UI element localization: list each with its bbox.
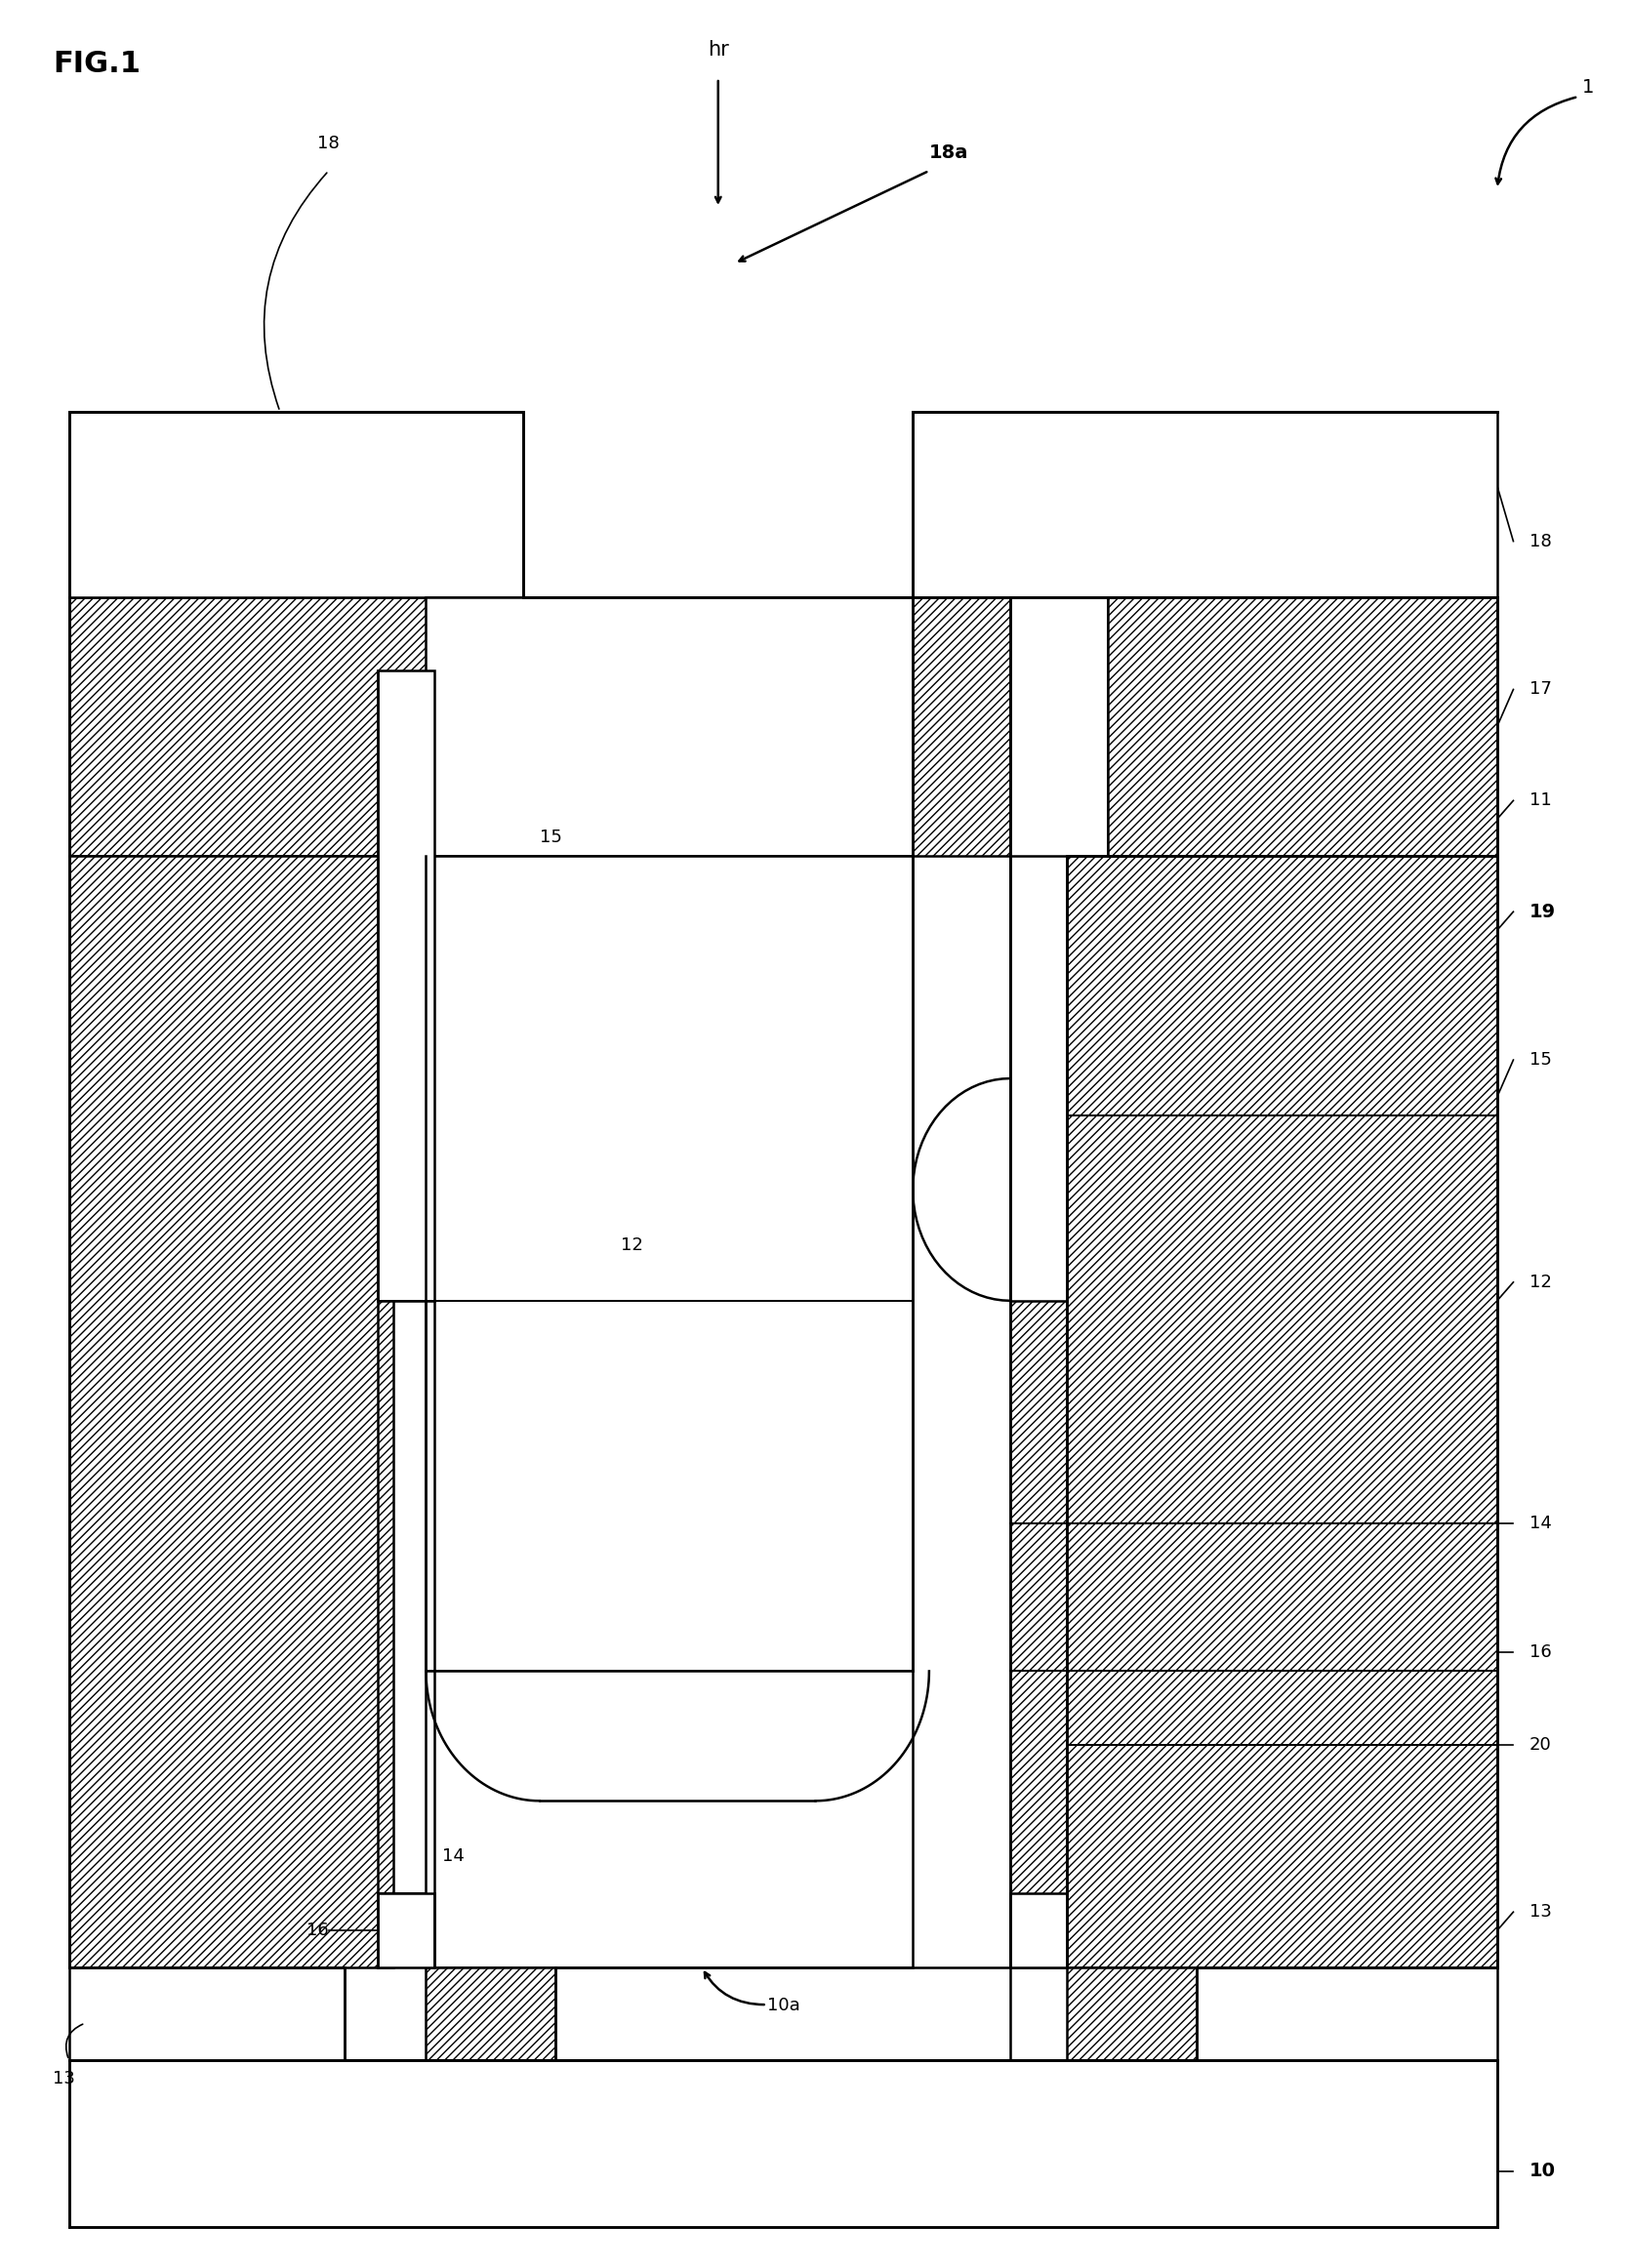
Text: FIG.1: FIG.1 <box>52 50 140 77</box>
Text: hr: hr <box>708 41 729 59</box>
Bar <box>426 855 913 1672</box>
Bar <box>1010 671 1067 1302</box>
Bar <box>1067 1969 1197 2059</box>
Bar <box>1010 596 1124 855</box>
Text: 12: 12 <box>621 1236 643 1254</box>
Bar <box>426 596 913 855</box>
Text: 18a: 18a <box>930 143 969 161</box>
Text: 17: 17 <box>1530 680 1551 699</box>
Bar <box>1091 1969 1497 2059</box>
Text: 14: 14 <box>1530 1515 1551 1531</box>
Bar <box>1107 596 1497 855</box>
Text: 10: 10 <box>1530 2161 1556 2180</box>
Bar <box>69 411 524 596</box>
Bar <box>69 2059 1497 2227</box>
Text: 14: 14 <box>442 1848 465 1864</box>
Bar <box>913 411 1497 596</box>
Bar <box>1010 855 1497 1969</box>
Text: 12: 12 <box>1530 1272 1551 1290</box>
Bar <box>69 596 1497 855</box>
Text: 18: 18 <box>1530 533 1551 551</box>
Text: 15: 15 <box>540 828 563 846</box>
Bar <box>377 671 434 1302</box>
Bar <box>69 855 393 1969</box>
Text: 1: 1 <box>1582 77 1595 98</box>
Text: 13: 13 <box>52 2071 75 2087</box>
Bar <box>377 1894 434 1969</box>
Bar <box>1067 855 1497 1969</box>
Text: 11: 11 <box>1530 792 1551 810</box>
Text: 13: 13 <box>1530 1903 1551 1921</box>
Text: 18: 18 <box>318 134 339 152</box>
Text: 16: 16 <box>307 1921 328 1939</box>
Bar <box>426 1672 913 1969</box>
Text: 20: 20 <box>1530 1737 1551 1753</box>
Bar <box>1010 1894 1067 1969</box>
Text: 15: 15 <box>1530 1050 1551 1068</box>
Bar <box>426 1969 556 2059</box>
Text: 19: 19 <box>1530 903 1556 921</box>
Text: 16: 16 <box>1530 1644 1551 1662</box>
Text: 10a: 10a <box>767 1996 799 2014</box>
Bar <box>69 1969 344 2059</box>
